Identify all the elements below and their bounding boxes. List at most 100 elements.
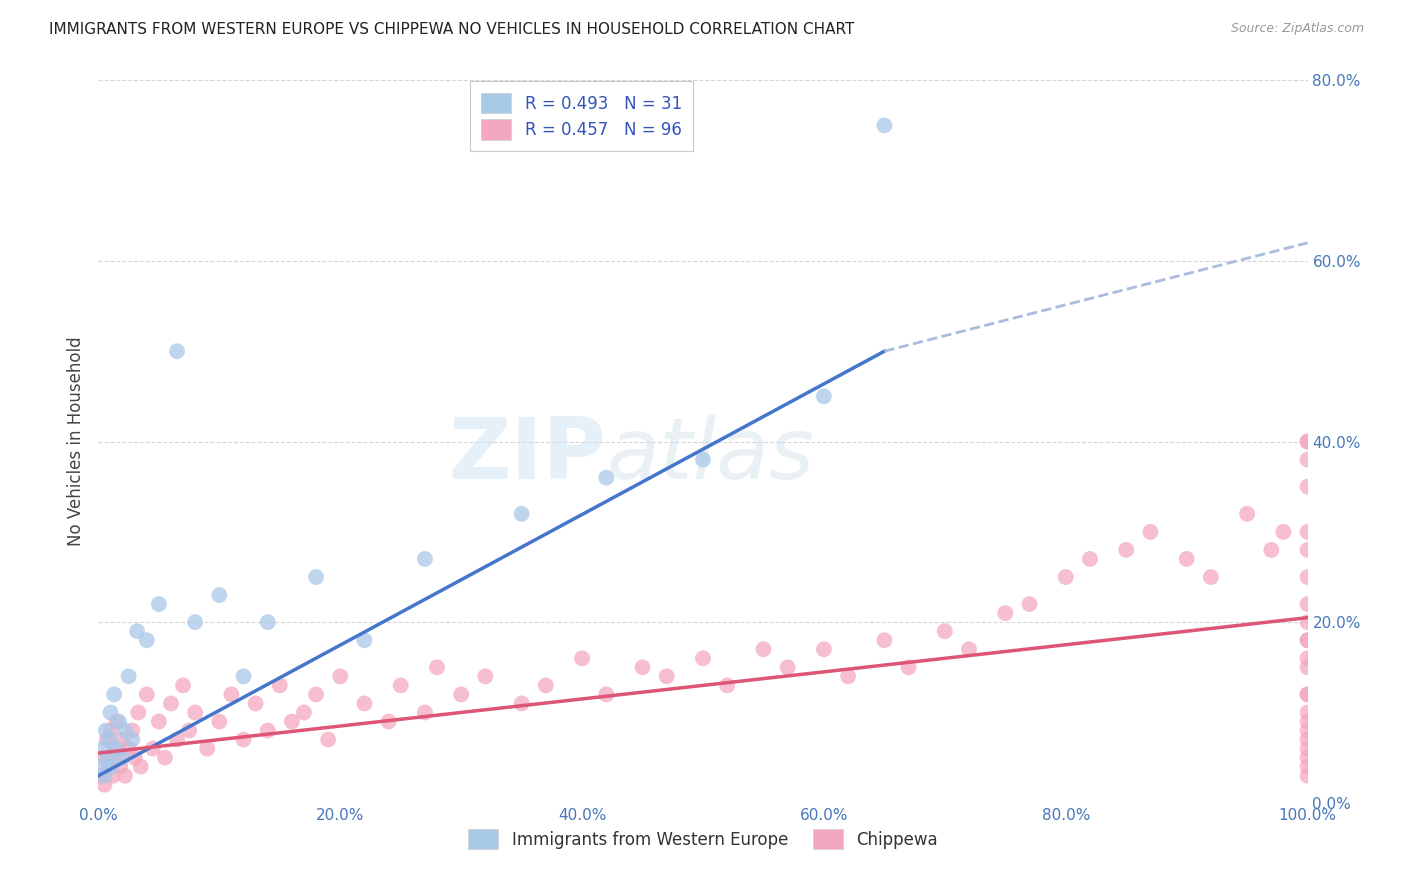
Text: ZIP: ZIP <box>449 415 606 498</box>
Point <box>450 687 472 701</box>
Point <box>1296 434 1319 449</box>
Point <box>166 732 188 747</box>
Point <box>813 642 835 657</box>
Point <box>98 760 121 774</box>
Point <box>114 769 136 783</box>
Point <box>837 669 859 683</box>
Point <box>111 732 134 747</box>
Point <box>98 732 121 747</box>
Point <box>256 615 278 630</box>
Point <box>776 660 799 674</box>
Point <box>1296 760 1319 774</box>
Legend: Immigrants from Western Europe, Chippewa: Immigrants from Western Europe, Chippewa <box>458 819 948 860</box>
Point <box>692 651 714 665</box>
Point <box>329 669 352 683</box>
Point <box>148 597 170 611</box>
Point <box>752 642 775 657</box>
Point <box>100 760 122 774</box>
Point <box>232 669 254 683</box>
Point <box>1296 633 1319 648</box>
Point <box>813 389 835 403</box>
Point <box>104 741 127 756</box>
Point <box>595 471 617 485</box>
Point <box>195 741 218 756</box>
Point <box>1296 732 1319 747</box>
Point <box>377 714 399 729</box>
Point <box>934 624 956 639</box>
Point <box>94 723 117 738</box>
Point <box>1236 507 1258 521</box>
Point <box>1115 542 1137 557</box>
Point <box>571 651 593 665</box>
Point <box>305 687 328 701</box>
Point <box>91 741 114 756</box>
Point <box>1296 723 1319 738</box>
Text: IMMIGRANTS FROM WESTERN EUROPE VS CHIPPEWA NO VEHICLES IN HOUSEHOLD CORRELATION : IMMIGRANTS FROM WESTERN EUROPE VS CHIPPE… <box>49 22 855 37</box>
Point <box>93 769 115 783</box>
Point <box>1296 687 1319 701</box>
Point <box>160 697 183 711</box>
Point <box>108 760 131 774</box>
Point <box>184 615 207 630</box>
Point <box>510 507 533 521</box>
Point <box>1296 633 1319 648</box>
Point <box>1296 597 1319 611</box>
Point <box>1199 570 1222 584</box>
Point <box>631 660 654 674</box>
Point <box>124 750 146 764</box>
Point <box>1272 524 1295 539</box>
Point <box>91 750 114 764</box>
Point <box>1296 542 1319 557</box>
Point <box>957 642 980 657</box>
Point <box>1078 552 1101 566</box>
Point <box>221 687 243 701</box>
Point <box>96 732 118 747</box>
Y-axis label: No Vehicles in Household: No Vehicles in Household <box>66 336 84 547</box>
Point <box>1296 480 1319 494</box>
Point <box>127 706 149 720</box>
Point <box>245 697 267 711</box>
Point <box>172 678 194 692</box>
Point <box>655 669 678 683</box>
Point <box>1296 570 1319 584</box>
Point <box>114 723 136 738</box>
Point <box>1296 741 1319 756</box>
Point <box>108 714 131 729</box>
Point <box>166 344 188 359</box>
Point <box>1018 597 1040 611</box>
Point <box>873 633 896 648</box>
Point <box>179 723 201 738</box>
Point <box>135 633 157 648</box>
Point <box>873 119 896 133</box>
Point <box>413 706 436 720</box>
Point <box>716 678 738 692</box>
Point <box>118 741 141 756</box>
Point <box>121 723 143 738</box>
Point <box>897 660 920 674</box>
Point <box>305 570 328 584</box>
Point <box>101 769 124 783</box>
Point <box>105 714 128 729</box>
Point <box>1139 524 1161 539</box>
Point <box>994 606 1017 620</box>
Point <box>1260 542 1282 557</box>
Point <box>90 769 112 783</box>
Point <box>1296 750 1319 764</box>
Point <box>413 552 436 566</box>
Point <box>184 706 207 720</box>
Point <box>534 678 557 692</box>
Point <box>208 714 231 729</box>
Point <box>1296 651 1319 665</box>
Point <box>1296 615 1319 630</box>
Point <box>105 741 128 756</box>
Text: atlas: atlas <box>606 415 814 498</box>
Point <box>118 669 141 683</box>
Point <box>97 750 120 764</box>
Point <box>1296 452 1319 467</box>
Point <box>90 760 112 774</box>
Point <box>1296 706 1319 720</box>
Point <box>111 750 134 764</box>
Point <box>595 687 617 701</box>
Point <box>292 706 315 720</box>
Point <box>232 732 254 747</box>
